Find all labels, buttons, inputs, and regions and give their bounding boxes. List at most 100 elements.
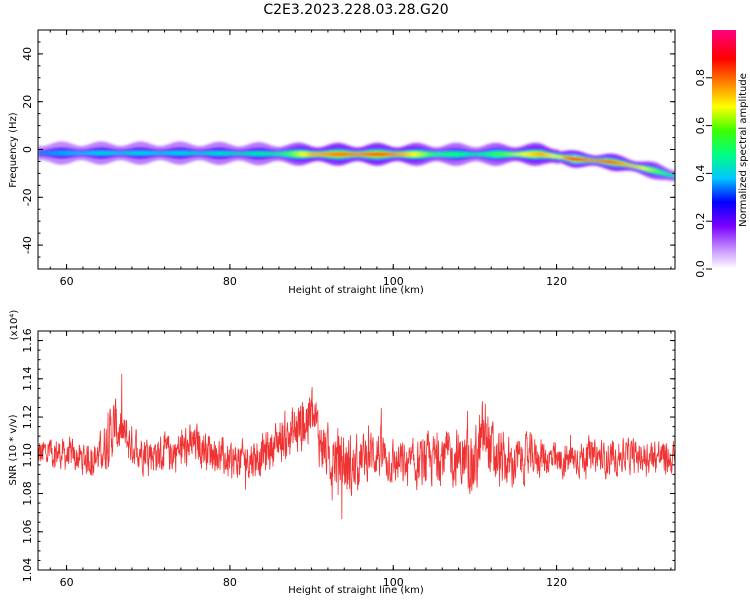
spectrogram-cell bbox=[91, 151, 94, 155]
spectrogram-cell bbox=[356, 152, 360, 156]
x-tick-label: 60 bbox=[60, 275, 74, 288]
spectrogram-cell bbox=[466, 152, 470, 156]
spectrogram-cell bbox=[303, 152, 307, 157]
spectrogram-cell bbox=[301, 152, 305, 157]
spectrogram-cell bbox=[495, 152, 498, 157]
spectrogram-cell bbox=[56, 151, 60, 156]
spectrogram-cell bbox=[227, 151, 231, 156]
spectrogram-cell bbox=[107, 151, 111, 155]
spectrogram-cell bbox=[366, 152, 370, 157]
spectrogram-cell bbox=[140, 150, 143, 156]
spectrogram-cell bbox=[601, 159, 605, 163]
spectrogram-cell bbox=[342, 152, 345, 157]
spectrogram-cell bbox=[493, 152, 496, 157]
spectrogram-y-label: Frequency (Hz) bbox=[8, 112, 19, 188]
spectrogram-cell bbox=[399, 152, 403, 156]
spectrogram-cell bbox=[178, 150, 182, 156]
spectrogram-cell bbox=[199, 151, 202, 155]
spectrogram-cell bbox=[519, 152, 523, 156]
spectrogram-cell bbox=[668, 174, 672, 177]
spectrogram-cell bbox=[579, 158, 582, 161]
spectrogram-cell bbox=[613, 161, 617, 165]
spectrogram-cell bbox=[348, 152, 351, 156]
spectrogram-cell bbox=[195, 151, 198, 155]
spectrogram-cell bbox=[191, 151, 194, 155]
spectrogram-cell bbox=[642, 167, 645, 170]
spectrogram-cell bbox=[142, 150, 145, 156]
spectrogram-cell bbox=[474, 152, 478, 156]
spectrogram-cell bbox=[360, 152, 364, 156]
colorbar-axis: 0.0 0.2 0.4 0.6 0.8 bbox=[694, 69, 712, 278]
spectrogram-cell bbox=[193, 151, 196, 155]
spectrogram-cell bbox=[521, 152, 525, 156]
spectrogram-cell bbox=[323, 152, 327, 156]
spectrogram-cell bbox=[603, 159, 607, 163]
y-tick-label: 40 bbox=[21, 47, 34, 61]
spectrogram-cell bbox=[599, 159, 603, 163]
spectrogram-cell bbox=[419, 152, 423, 157]
spectrogram-cell bbox=[517, 152, 521, 156]
spectrogram-cell bbox=[99, 150, 102, 156]
spectrogram-cell bbox=[111, 151, 115, 155]
spectrogram-cell bbox=[634, 165, 637, 168]
spectrogram-cell bbox=[287, 152, 290, 156]
spectrogram-cell bbox=[64, 151, 68, 156]
spectrogram-cell bbox=[46, 151, 49, 155]
spectrogram-cell bbox=[358, 152, 362, 156]
spectrogram-cell bbox=[479, 152, 482, 156]
spectrogram-cell bbox=[666, 173, 670, 176]
spectrogram-cell bbox=[297, 151, 300, 157]
spectrogram-cell bbox=[113, 151, 117, 155]
spectrogram-cell bbox=[264, 151, 268, 156]
spectrogram-cell bbox=[403, 152, 407, 156]
spectrogram-cell bbox=[630, 164, 633, 167]
spectrogram-cell bbox=[652, 168, 656, 173]
spectrogram-cell bbox=[591, 159, 594, 162]
spectrogram-cell bbox=[293, 151, 296, 157]
spectrogram-cell bbox=[511, 152, 515, 156]
y-tick-label: 1.06 bbox=[21, 520, 34, 545]
spectrogram-cell bbox=[609, 160, 613, 164]
snr-y-label: SNR (10 * v/v) bbox=[8, 414, 19, 485]
spectrogram-cell bbox=[378, 152, 382, 157]
spectrogram-cell bbox=[319, 152, 323, 156]
spectrogram-cell bbox=[274, 152, 278, 156]
spectrogram-cell bbox=[577, 157, 580, 161]
spectrogram-cell bbox=[76, 151, 80, 155]
spectrogram-panel: 60 80 100 120 -40 -20 0 20 40 Height of straigh… bbox=[8, 29, 676, 296]
spectrogram-cell bbox=[509, 152, 513, 156]
spectrogram-cell bbox=[472, 152, 476, 156]
spectrogram-cell bbox=[133, 151, 137, 156]
spectrogram-cell bbox=[54, 151, 57, 156]
spectrogram-cell bbox=[558, 155, 562, 159]
spectrogram-cell bbox=[252, 151, 256, 156]
spectrogram-cell bbox=[523, 152, 527, 156]
spectrogram-cell bbox=[223, 151, 227, 156]
spectrogram-cell bbox=[548, 154, 552, 157]
spectrogram-cell bbox=[623, 163, 627, 166]
spectrogram-cell bbox=[552, 154, 556, 158]
spectrogram-cell bbox=[174, 151, 178, 156]
spectrogram-cell bbox=[372, 152, 376, 157]
spectrogram-cell bbox=[632, 165, 635, 168]
spectrogram-cell bbox=[436, 152, 439, 156]
spectrogram-cell bbox=[664, 172, 668, 176]
spectrogram-cell bbox=[446, 152, 449, 157]
colorbar-tick-label: 0.2 bbox=[694, 212, 707, 230]
spectrogram-cell bbox=[97, 150, 100, 156]
spectrogram-cell bbox=[172, 151, 176, 156]
spectrogram-cell bbox=[272, 152, 276, 156]
spectrogram-cell bbox=[542, 152, 545, 157]
spectrogram-cell bbox=[217, 151, 221, 156]
spectrogram-cell bbox=[536, 152, 539, 157]
spectrogram-cell bbox=[350, 152, 354, 156]
spectrogram-cell bbox=[344, 152, 347, 157]
spectrogram-cell bbox=[121, 151, 125, 155]
spectrogram-x-axis: 60 80 100 120 bbox=[49, 30, 672, 288]
spectrogram-cell bbox=[158, 151, 162, 155]
spectrogram-cell bbox=[581, 158, 584, 162]
spectrogram-cell bbox=[270, 152, 274, 156]
y-tick-label: 1.10 bbox=[21, 443, 34, 468]
spectrogram-cell bbox=[605, 160, 609, 163]
spectrogram-cell bbox=[460, 152, 464, 157]
